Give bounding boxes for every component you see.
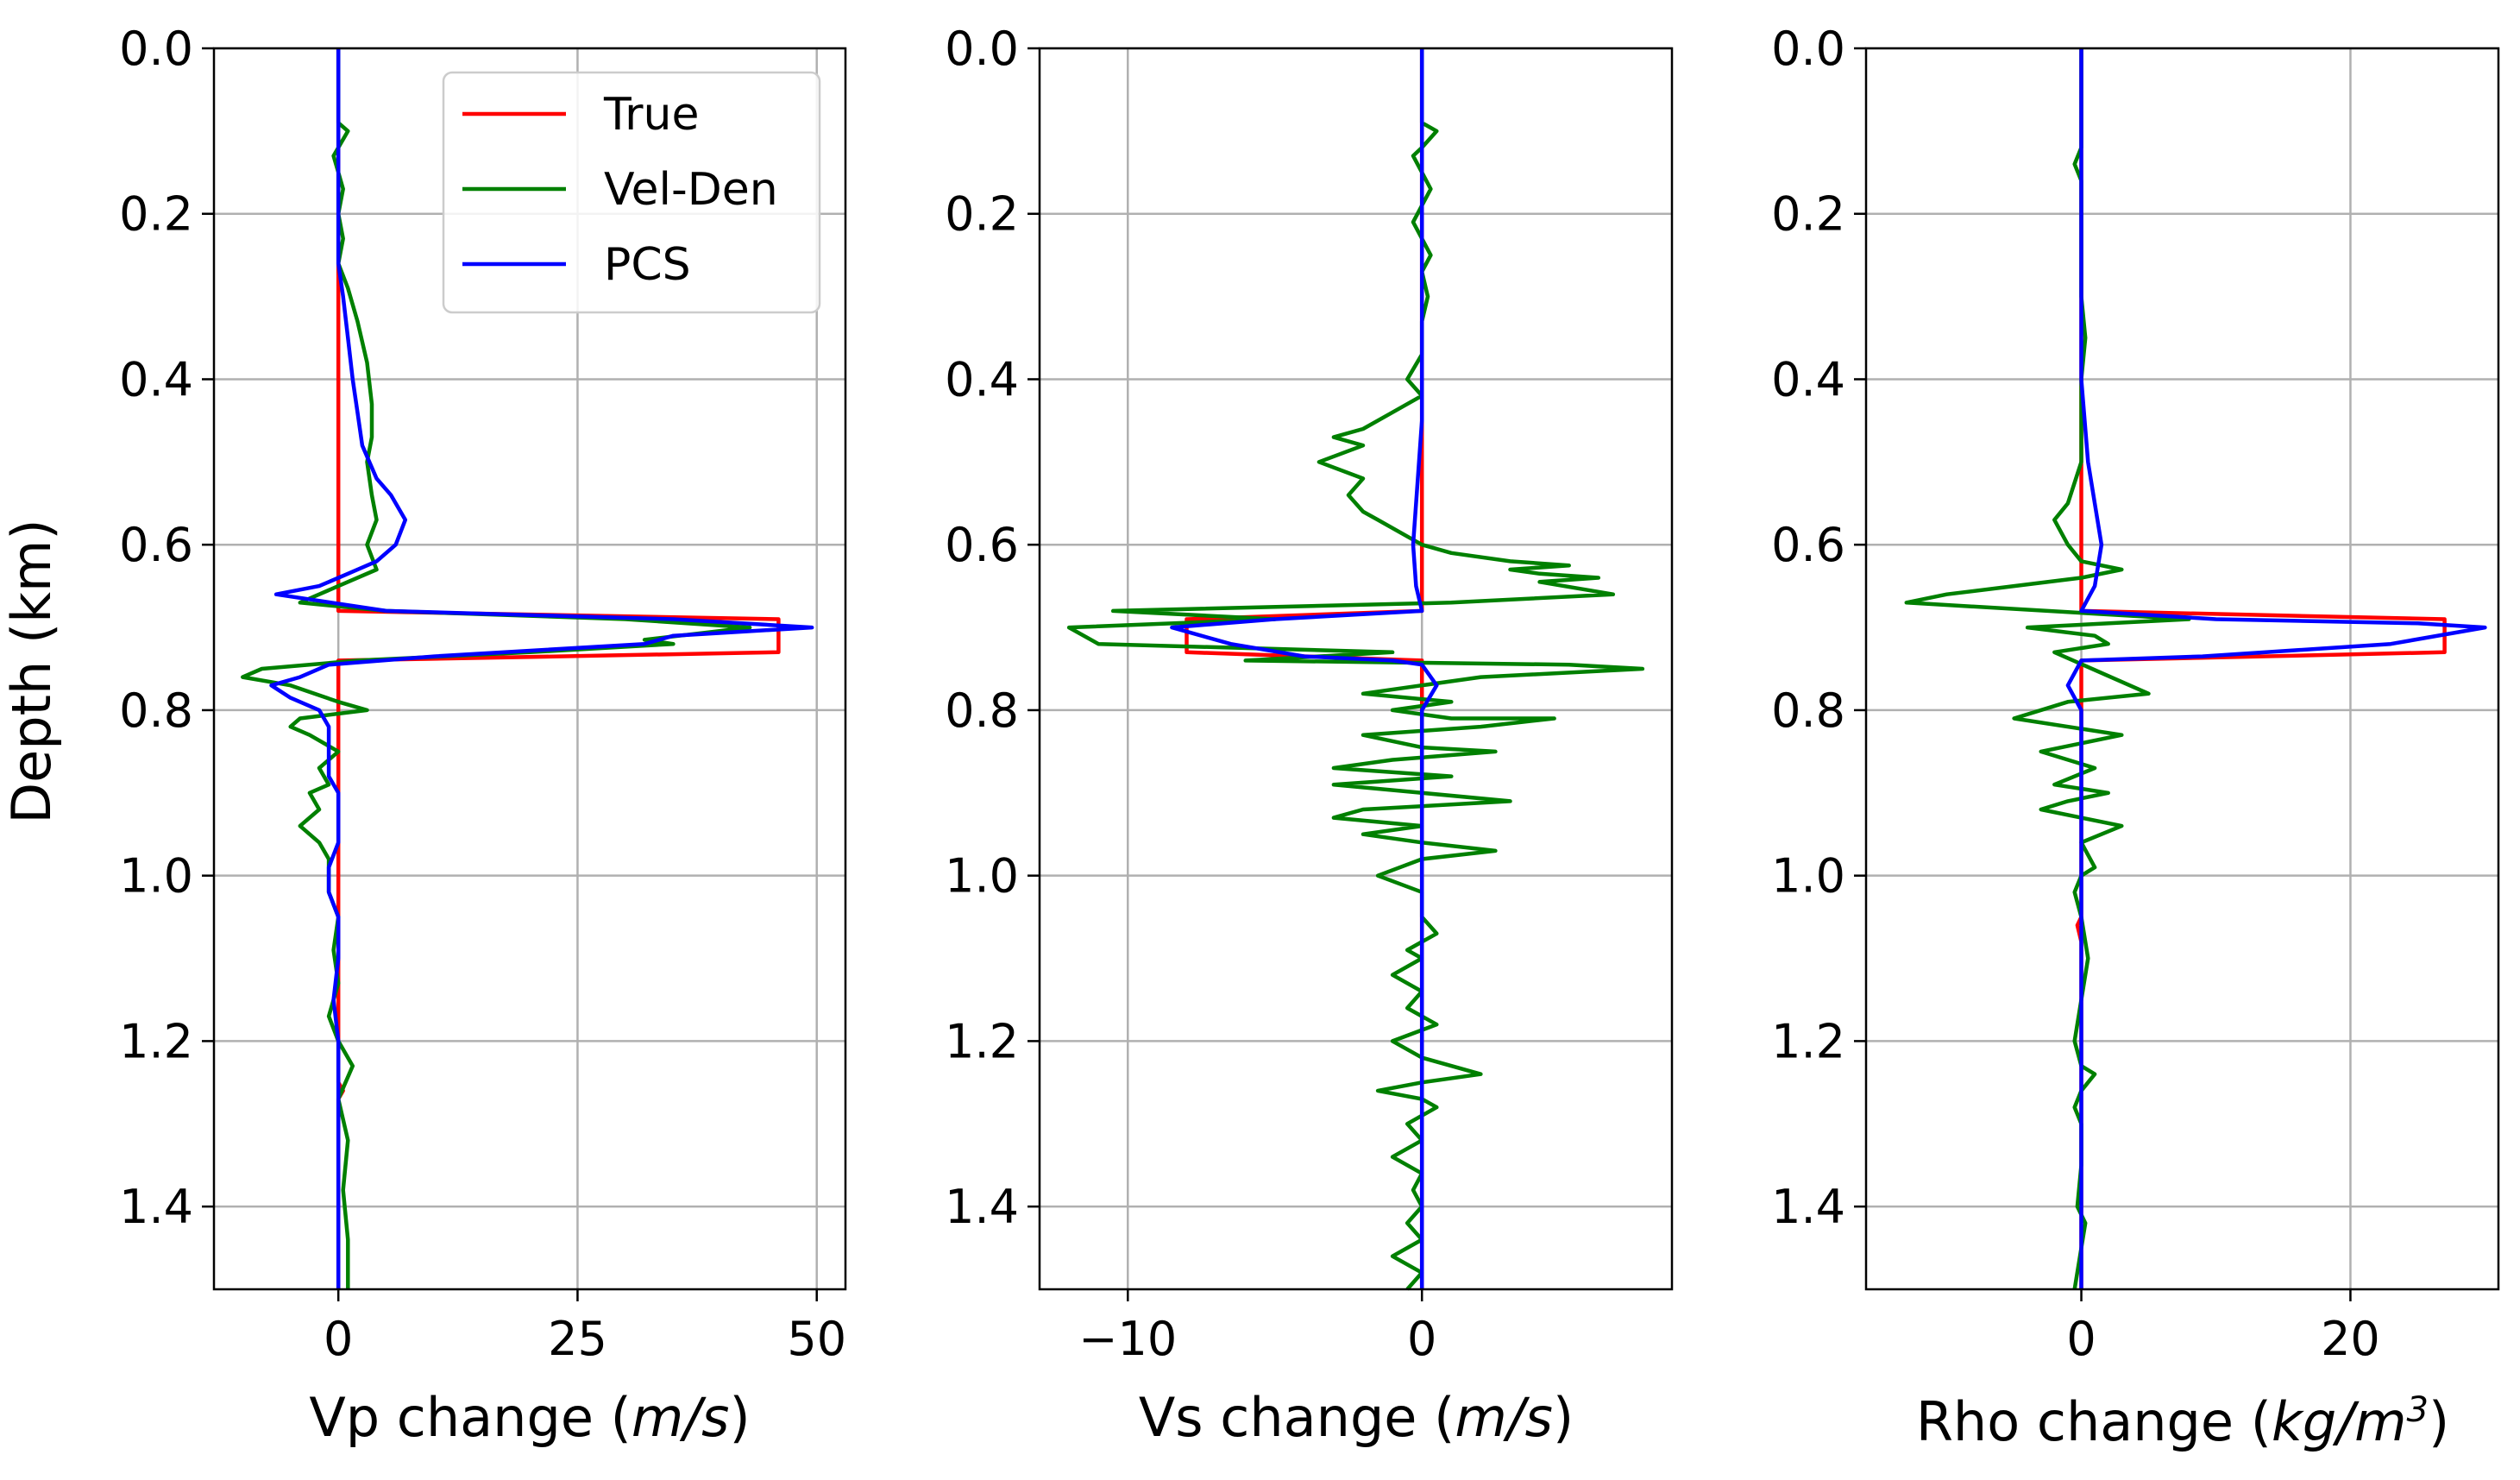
rho-plot-area: 0.0 0.2 0.4 0.6 0.8 1.0 1.2 1.4 0 20 [1771, 22, 2500, 1366]
vp-series-vel-den [241, 48, 752, 1289]
vs-ytick-label-2: 0.4 [945, 352, 1019, 406]
vs-series-pcs [1170, 48, 1439, 1289]
vs-ytick-label-5: 1.0 [945, 849, 1019, 904]
vp-ytick-label-4: 0.8 [119, 683, 193, 738]
vs-series-vel-den [1066, 48, 1645, 1291]
vp-ytick-label-3: 0.6 [119, 518, 193, 572]
vs-xtick-label-0: −10 [1078, 1312, 1177, 1366]
rho-ytick-label-7: 1.4 [1771, 1180, 1845, 1234]
vs-axes-frame [1038, 47, 1674, 1291]
vp-xtick-label-2: 50 [787, 1312, 846, 1366]
rho-change-panel: 0.0 0.2 0.4 0.6 0.8 1.0 1.2 1.4 0 20 Rho change (… [1771, 22, 2500, 1453]
vs-change-panel: 0.0 0.2 0.4 0.6 0.8 1.0 1.2 1.4 −10 0 Vs change (… [945, 22, 1674, 1449]
legend-box [442, 71, 821, 314]
vp-plot-area: 0.0 0.2 0.4 0.6 0.8 1.0 1.2 1.4 0 25 50 [119, 22, 847, 1366]
vs-ytick-label-1: 0.2 [945, 187, 1019, 242]
rho-ytick-label-4: 0.8 [1771, 683, 1845, 738]
panel-1-xlabel: Vs change (m/s) [1139, 1386, 1574, 1449]
legend: True Vel-Den PCS [442, 71, 821, 314]
vp-ytick-label-0: 0.0 [119, 22, 193, 76]
vs-plot-area: 0.0 0.2 0.4 0.6 0.8 1.0 1.2 1.4 −10 0 [945, 22, 1674, 1366]
panel-0-ylabel: Depth (km) [0, 519, 63, 823]
rho-ytick-label-5: 1.0 [1771, 849, 1845, 904]
rho-axes-frame [1864, 47, 2500, 1291]
vp-axes-frame [212, 47, 847, 1291]
legend-label-vel-den: Vel-Den [604, 164, 778, 216]
vs-ytick-label-6: 1.2 [945, 1014, 1019, 1068]
legend-label-pcs: PCS [604, 239, 691, 291]
rho-xtick-label-0: 0 [2066, 1312, 2096, 1366]
rho-xtick-label-1: 20 [2321, 1312, 2380, 1366]
vp-xtick-label-0: 0 [324, 1312, 353, 1366]
vp-ytick-label-7: 1.4 [119, 1180, 193, 1234]
vp-ytick-label-1: 0.2 [119, 187, 193, 242]
panel-0-xlabel: Vp change (m/s) [309, 1386, 750, 1449]
vp-ytick-label-2: 0.4 [119, 352, 193, 406]
vp-xtick-label-1: 25 [548, 1312, 607, 1366]
panel-2-xlabel: Rho change (kg/m3) [1916, 1390, 2449, 1453]
vs-ytick-label-0: 0.0 [945, 22, 1019, 76]
legend-label-true: True [603, 89, 699, 141]
vp-change-panel: 0.0 0.2 0.4 0.6 0.8 1.0 1.2 1.4 0 25 50 Depth (km)… [0, 22, 847, 1449]
rho-ytick-label-2: 0.4 [1771, 352, 1845, 406]
rho-ytick-label-6: 1.2 [1771, 1014, 1845, 1068]
vs-xtick-label-1: 0 [1407, 1312, 1436, 1366]
rho-ytick-label-3: 0.6 [1771, 518, 1845, 572]
rho-ytick-label-1: 0.2 [1771, 187, 1845, 242]
vp-ytick-label-6: 1.2 [119, 1014, 193, 1068]
vp-series-pcs [269, 48, 814, 1289]
rho-series-pcs [2065, 48, 2487, 1289]
vs-ytick-label-3: 0.6 [945, 518, 1019, 572]
vs-ytick-label-7: 1.4 [945, 1180, 1019, 1234]
vs-ytick-label-4: 0.8 [945, 683, 1019, 738]
vp-ytick-label-5: 1.0 [119, 849, 193, 904]
rho-ytick-label-0: 0.0 [1771, 22, 1845, 76]
